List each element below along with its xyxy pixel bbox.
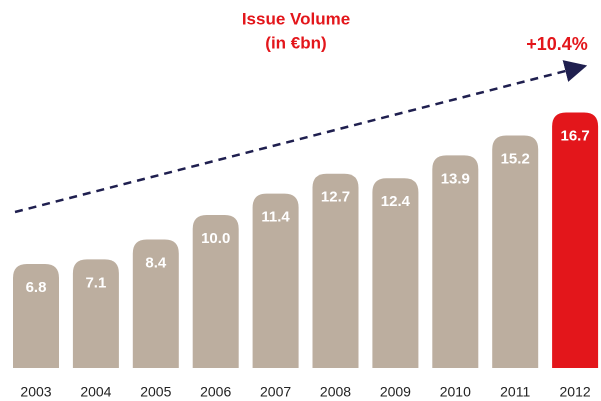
value-label: 15.2 — [501, 150, 530, 167]
x-tick-label: 2011 — [500, 384, 530, 400]
value-label: 7.1 — [85, 274, 106, 291]
bar — [432, 155, 479, 368]
chart-subtitle: (in €bn) — [265, 33, 326, 52]
x-tick-label: 2005 — [140, 384, 171, 400]
value-label: 8.4 — [145, 254, 167, 271]
chart-title: Issue Volume — [242, 9, 350, 28]
bar — [372, 178, 419, 368]
x-tick-label: 2008 — [320, 384, 351, 400]
value-label: 10.0 — [201, 230, 230, 247]
value-label: 6.8 — [26, 279, 47, 296]
bar — [252, 193, 299, 368]
x-tick-label: 2003 — [20, 384, 51, 400]
bar — [72, 259, 119, 368]
bar — [132, 239, 179, 368]
value-label: 16.7 — [560, 127, 589, 144]
bar — [552, 112, 599, 369]
bar — [312, 173, 359, 368]
bar — [492, 135, 539, 368]
x-tick-label: 2012 — [560, 384, 591, 400]
value-label: 13.9 — [441, 170, 470, 187]
value-label: 12.7 — [321, 189, 350, 206]
x-tick-label: 2010 — [440, 384, 471, 400]
annotation: +10.4% — [526, 34, 588, 54]
x-tick-label: 2006 — [200, 384, 231, 400]
value-label: 12.4 — [381, 193, 411, 210]
trend-arrow — [14, 60, 588, 214]
value-label: 11.4 — [261, 209, 290, 226]
x-tick-label: 2007 — [260, 384, 291, 400]
bar — [192, 215, 239, 368]
x-tick-label: 2009 — [380, 384, 411, 400]
x-tick-label: 2004 — [80, 384, 111, 400]
bar — [13, 263, 59, 368]
